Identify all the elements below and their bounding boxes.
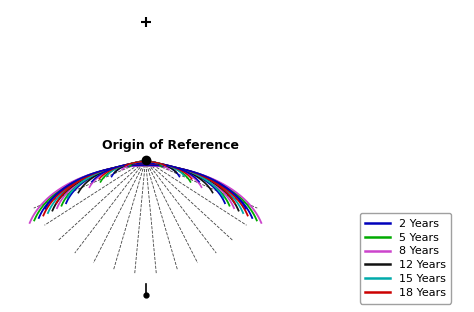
Legend: 2 Years, 5 Years, 8 Years, 12 Years, 15 Years, 18 Years: 2 Years, 5 Years, 8 Years, 12 Years, 15 … [360, 213, 451, 304]
Text: Origin of Reference: Origin of Reference [102, 139, 239, 152]
